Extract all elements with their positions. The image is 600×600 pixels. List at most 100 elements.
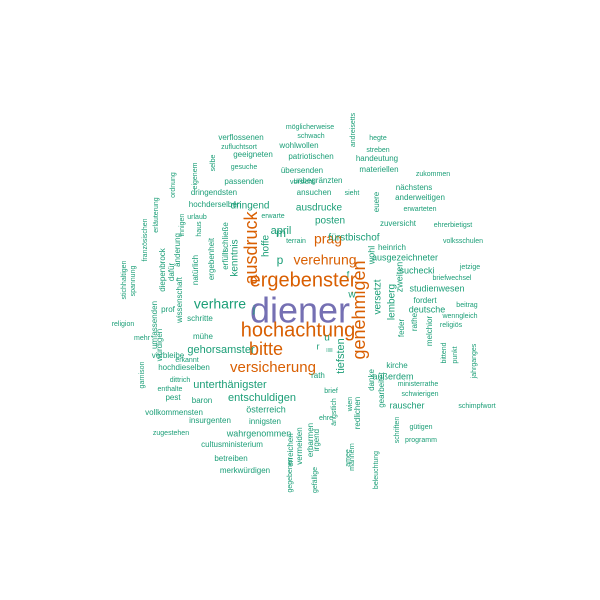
word-diepenbrock: diepenbrock: [158, 247, 167, 292]
word-ii: ii: [324, 348, 334, 352]
word-vermeiden: vermeiden: [295, 427, 304, 464]
word-spannung: spannung: [130, 266, 137, 297]
word-hochachtung: hochachtung: [241, 319, 356, 341]
word-jetzige: jetzige: [459, 264, 480, 271]
word-enthalte: enthalte: [158, 386, 183, 393]
word-rauscher: rauscher: [389, 400, 424, 410]
word-außerdem: außerdem: [372, 371, 413, 381]
word-schimpfwort: schimpfwort: [458, 403, 495, 410]
word-verbleibe: verbleibe: [152, 351, 185, 360]
word-prof: prof: [161, 305, 176, 314]
word-dafür: dafür: [167, 263, 176, 282]
word-änderung: änderung: [173, 233, 182, 267]
word-andreisetts: andreisetts: [350, 112, 357, 147]
word-erkannt: erkannt: [175, 357, 198, 364]
word-ehre: ehre: [319, 415, 333, 422]
word-mühe: mühe: [193, 332, 214, 341]
word-unbegränzten: unbegränzten: [294, 176, 343, 185]
word-betreiben: betreiben: [214, 454, 247, 463]
word-zweiten: zweiten: [394, 262, 404, 293]
word-versicherung: versicherung: [230, 359, 316, 376]
word-wissenschaft: wissenschaft: [175, 276, 184, 324]
word-vollkommensten: vollkommensten: [145, 408, 203, 417]
word-erreichen: erreichen: [286, 433, 295, 466]
word-deutsche: deutsche: [409, 304, 446, 314]
word-april: april: [271, 225, 292, 237]
word-gefällige: gefällige: [312, 467, 319, 493]
word-gesuche: gesuche: [231, 164, 258, 171]
word-irgend: irgend: [312, 429, 321, 451]
word-erwarte: erwarte: [261, 213, 284, 220]
word-beleuchtung: beleuchtung: [373, 451, 380, 489]
word-ausdrucke: ausdrucke: [296, 203, 343, 214]
word-amee: amee: [345, 449, 352, 467]
word-vorsicht: vorsicht: [290, 179, 314, 186]
word-umfassenden: umfassenden: [150, 301, 159, 349]
word-versetzt: versetzt: [373, 279, 384, 314]
word-handeutung: handeutung: [356, 154, 398, 163]
word-ausdruck: ausdruck: [241, 210, 261, 284]
word-österreich: österreich: [246, 404, 286, 414]
word-religiös: religiös: [440, 322, 463, 329]
word-w: w: [347, 290, 356, 301]
word-rathe: rathe: [410, 312, 419, 331]
word-lemberg: lemberg: [387, 284, 398, 320]
word-zuversicht: zuversicht: [380, 219, 417, 228]
word-bittend: bittend: [441, 342, 448, 363]
word-volksschulen: volksschulen: [443, 238, 483, 245]
word-wenngleich: wenngleich: [441, 313, 477, 320]
word-j: j: [252, 305, 255, 316]
word-jahrganges: jahrganges: [471, 343, 478, 379]
word-würdigen: würdigen: [155, 329, 164, 362]
word-ansuchen: ansuchen: [297, 188, 332, 197]
word-streben: streben: [366, 147, 389, 154]
word-ministerrathe: ministerrathe: [398, 381, 439, 388]
word-kirche: kirche: [386, 361, 408, 370]
word-wohl: wohl: [366, 246, 376, 266]
word-wahrgenommen: wahrgenommen: [226, 428, 292, 438]
word-verharre: verharre: [194, 296, 246, 312]
word-cultusministerium: cultusministerium: [201, 440, 263, 449]
word-anderweitigen: anderweitigen: [395, 193, 445, 202]
word-feder: feder: [397, 319, 406, 338]
word-gegebenen: gegebenen: [287, 457, 294, 492]
word-hoffe: hoffe: [261, 235, 272, 257]
word-pest: pest: [165, 393, 181, 402]
word-schriften: schriften: [394, 417, 401, 444]
word-brief: brief: [324, 388, 338, 395]
word-religion: religion: [112, 321, 135, 328]
word-schwach: schwach: [297, 133, 324, 140]
word-passenden: passenden: [224, 177, 263, 186]
word-geeigneten: geeigneten: [233, 150, 273, 159]
word-innigen: innigen: [179, 214, 186, 237]
word-selbe: selbe: [210, 155, 217, 172]
word-hochderselben: hochderselben: [189, 200, 241, 209]
word-ängstlich: ängstlich: [331, 398, 338, 426]
word-fordert: fordert: [413, 296, 437, 305]
word-schließe: schließe: [221, 222, 230, 252]
word-f: f: [347, 269, 350, 279]
word-gehorsamster: gehorsamster: [187, 344, 255, 356]
word-entschuldigen: entschuldigen: [228, 392, 296, 404]
word-r: r: [317, 341, 320, 351]
word-haus: haus: [196, 221, 203, 237]
word-bitte: bitte: [249, 339, 283, 359]
word-melchior: melchior: [425, 316, 434, 347]
word-französischen: französischen: [142, 218, 149, 261]
word-gütigen: gütigen: [410, 424, 433, 431]
word-tiefsten: tiefsten: [335, 338, 347, 373]
word-garnison: garnison: [139, 361, 146, 388]
word-ergebenheit: ergebenheit: [207, 237, 216, 280]
word-mehr: mehr: [134, 335, 151, 342]
word-danke: danke: [367, 369, 376, 391]
word-beitrag: beitrag: [456, 302, 478, 309]
word-ordnung: ordnung: [170, 172, 177, 198]
word-natürlich: natürlich: [191, 255, 200, 285]
word-unterthänigster: unterthänigster: [193, 379, 267, 391]
word-erbarmen: erbarmen: [306, 423, 315, 457]
word-dittrich: dittrich: [170, 377, 191, 384]
word-fürstbischof: fürstbischof: [328, 233, 379, 244]
word-prag: prag: [314, 231, 342, 247]
word-dringend: dringend: [231, 201, 270, 212]
word-merkwürdigen: merkwürdigen: [220, 466, 270, 475]
